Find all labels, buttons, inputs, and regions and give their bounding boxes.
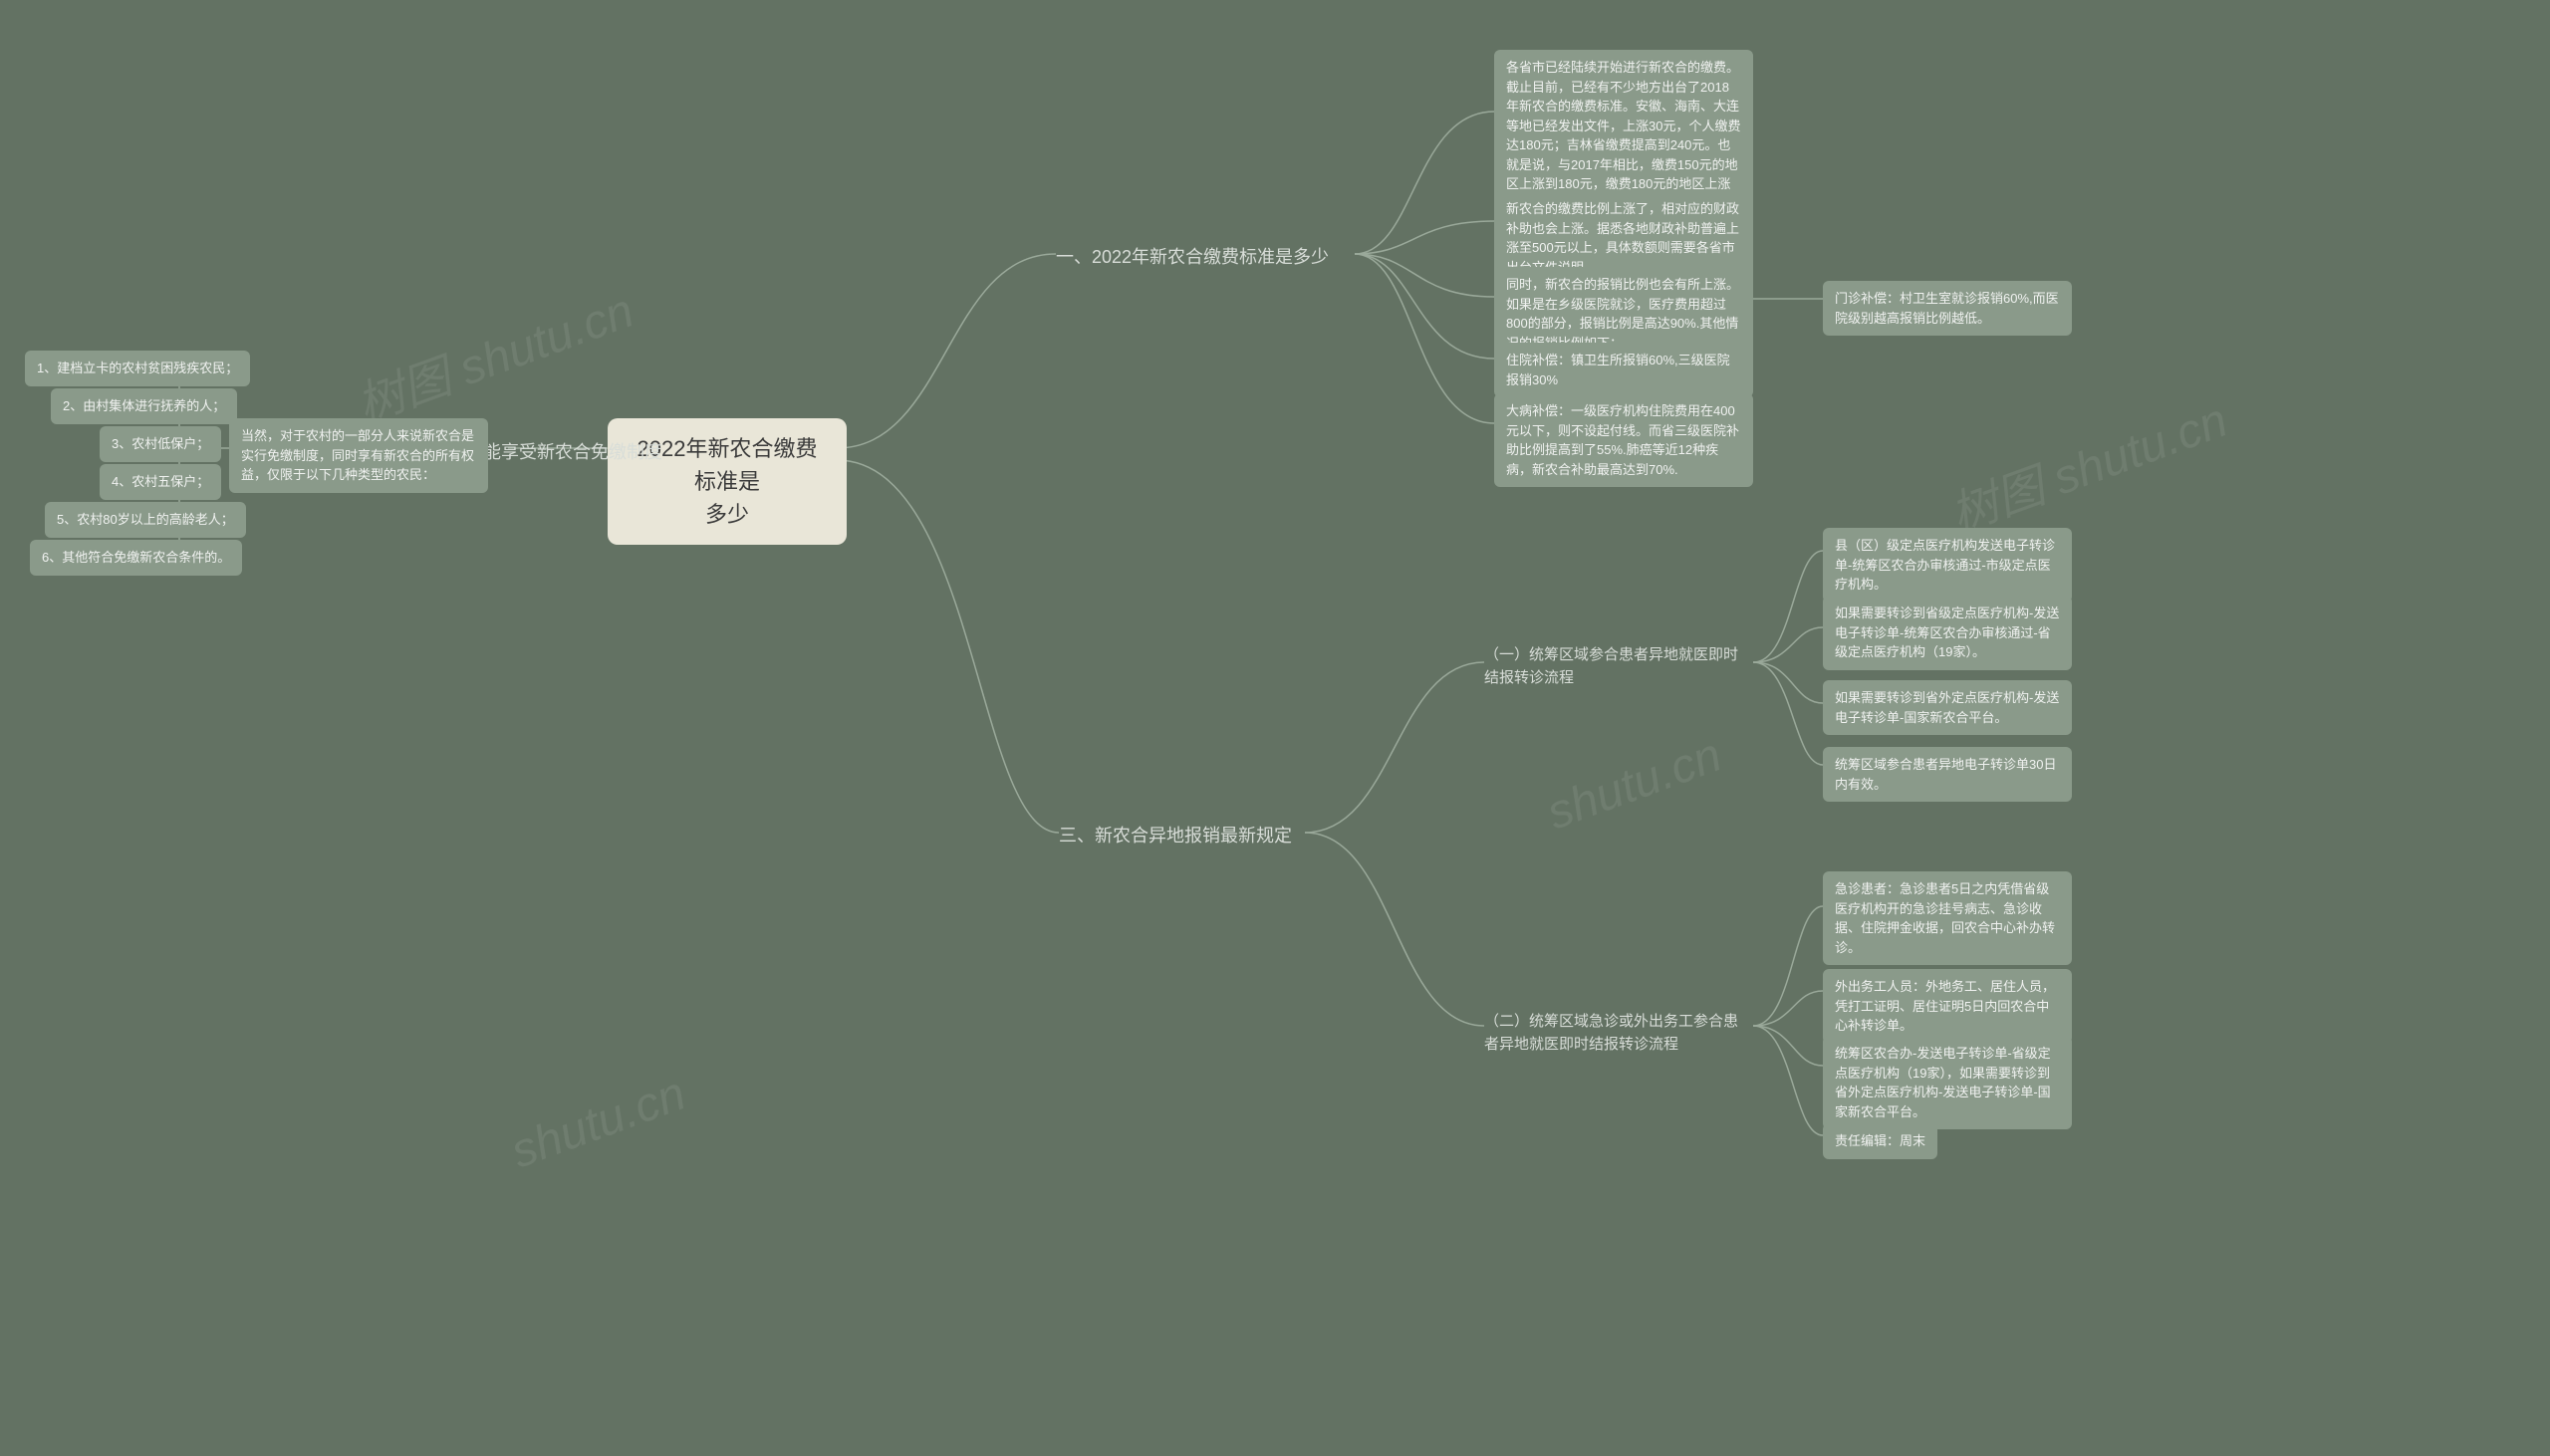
- mindmap-links: [0, 0, 2550, 1456]
- branch-3: 三、新农合异地报销最新规定: [1059, 823, 1292, 849]
- b3-s1-leaf-3: 如果需要转诊到省外定点医疗机构-发送电子转诊单-国家新农合平台。: [1823, 680, 2072, 735]
- watermark: 树图 shutu.cn: [1939, 380, 2235, 545]
- b1-leaf-3a: 门诊补偿：村卫生室就诊报销60%,而医院级别越高报销比例越低。: [1823, 281, 2072, 336]
- b3-s2-leaf-3: 统筹区农合办-发送电子转诊单-省级定点医疗机构（19家），如果需要转诊到省外定点…: [1823, 1036, 2072, 1129]
- b3-sub-1: （一）统筹区域参合患者异地就医即时结报转诊流程: [1484, 644, 1743, 689]
- b2-item-2: 2、由村集体进行抚养的人；: [51, 388, 237, 424]
- b2-intro: 当然，对于农村的一部分人来说新农合是实行免缴制度，同时享有新农合的所有权益，仅限…: [229, 418, 488, 493]
- b2-item-4: 4、农村五保户；: [100, 464, 221, 500]
- root-line2: 多少: [628, 498, 827, 531]
- mindmap-root: 2022年新农合缴费标准是 多少: [608, 418, 847, 545]
- watermark: shutu.cn: [1540, 728, 1728, 842]
- b2-item-3: 3、农村低保户；: [100, 426, 221, 462]
- watermark: 树图 shutu.cn: [346, 271, 641, 435]
- b3-s2-leaf-2: 外出务工人员：外地务工、居住人员，凭打工证明、居住证明5日内回农合中心补转诊单。: [1823, 969, 2072, 1044]
- b1-leaf-5: 大病补偿：一级医疗机构住院费用在400元以下，则不设起付线。而省三级医院补助比例…: [1494, 393, 1753, 487]
- b2-item-6: 6、其他符合免缴新农合条件的。: [30, 540, 242, 576]
- b3-sub-2: （二）统筹区域急诊或外出务工参合患者异地就医即时结报转诊流程: [1484, 1011, 1743, 1056]
- b2-item-1: 1、建档立卡的农村贫困残疾农民；: [25, 351, 250, 386]
- b3-s2-leaf-1: 急诊患者：急诊患者5日之内凭借省级医疗机构开的急诊挂号病志、急诊收据、住院押金收…: [1823, 871, 2072, 965]
- b3-s1-leaf-4: 统筹区域参合患者异地电子转诊单30日内有效。: [1823, 747, 2072, 802]
- b2-item-5: 5、农村80岁以上的高龄老人；: [45, 502, 246, 538]
- b3-s2-leaf-4: 责任编辑：周末: [1823, 1123, 1937, 1159]
- watermark: shutu.cn: [504, 1067, 692, 1180]
- b1-leaf-4: 住院补偿：镇卫生所报销60%,三级医院报销30%: [1494, 343, 1753, 397]
- branch-1: 一、2022年新农合缴费标准是多少: [1056, 244, 1329, 271]
- b3-s1-leaf-1: 县（区）级定点医疗机构发送电子转诊单-统筹区农合办审核通过-市级定点医疗机构。: [1823, 528, 2072, 603]
- b3-s1-leaf-2: 如果需要转诊到省级定点医疗机构-发送电子转诊单-统筹区农合办审核通过-省级定点医…: [1823, 596, 2072, 670]
